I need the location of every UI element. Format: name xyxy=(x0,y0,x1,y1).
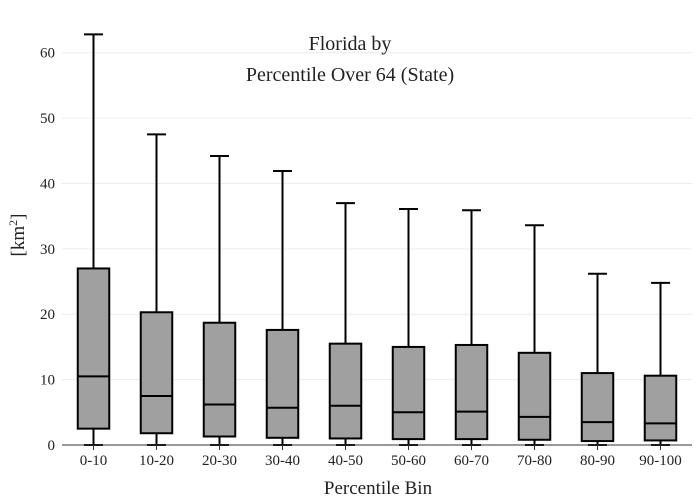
x-tick-label-0-10: 0-10 xyxy=(80,453,108,469)
y-tick-label-60: 60 xyxy=(40,46,55,62)
iqr-box xyxy=(391,345,426,441)
x-tick-label-50-60: 50-60 xyxy=(391,453,426,469)
box-group-90-100 xyxy=(643,281,678,446)
chart-title-line-1: Florida by xyxy=(309,33,392,55)
iqr-box xyxy=(202,321,237,438)
box-group-30-40 xyxy=(265,170,300,446)
box-group-40-50 xyxy=(328,202,363,446)
y-axis-label-superscript: 2 xyxy=(6,220,20,226)
box-group-10-20 xyxy=(139,133,174,446)
y-tick-label-30: 30 xyxy=(40,242,55,258)
iqr-box xyxy=(454,343,489,441)
y-tick-label-50: 50 xyxy=(40,111,55,127)
x-tick-label-80-90: 80-90 xyxy=(580,453,615,469)
axis-layer: 0 10 20 30 40 50 60 0-10 10-20 20-30 30-40 40-50 50-… xyxy=(40,46,692,469)
y-axis-label: [km2] xyxy=(6,214,29,257)
y-tick-label-20: 20 xyxy=(40,307,55,323)
x-tick-label-20-30: 20-30 xyxy=(202,453,237,469)
x-axis-label: Percentile Bin xyxy=(324,478,433,499)
y-tick-label-10: 10 xyxy=(40,373,55,389)
box-group-70-80 xyxy=(517,224,552,446)
x-tick-label-10-20: 10-20 xyxy=(139,453,174,469)
x-tick-label-60-70: 60-70 xyxy=(454,453,489,469)
box-group-0-10 xyxy=(76,33,111,446)
y-axis-label-end: ] xyxy=(8,214,29,220)
box-group-60-70 xyxy=(454,209,489,446)
box-layer xyxy=(76,33,678,446)
iqr-box xyxy=(139,311,174,435)
x-tick-label-30-40: 30-40 xyxy=(265,453,300,469)
x-tick-label-70-80: 70-80 xyxy=(517,453,552,469)
y-axis-label-base: [km xyxy=(8,226,29,257)
iqr-box xyxy=(76,267,111,430)
iqr-box xyxy=(580,372,615,443)
y-tick-label-40: 40 xyxy=(40,176,55,192)
x-tick-label-90-100: 90-100 xyxy=(639,453,682,469)
iqr-box xyxy=(517,351,552,441)
x-tick-label-40-50: 40-50 xyxy=(328,453,363,469)
y-tick-label-0: 0 xyxy=(48,438,56,454)
iqr-box xyxy=(643,374,678,442)
iqr-box xyxy=(265,328,300,439)
box-group-50-60 xyxy=(391,207,426,446)
iqr-box xyxy=(328,342,363,440)
box-group-80-90 xyxy=(580,272,615,446)
box-group-20-30 xyxy=(202,155,237,446)
chart-title-line-2: Percentile Over 64 (State) xyxy=(246,64,454,86)
